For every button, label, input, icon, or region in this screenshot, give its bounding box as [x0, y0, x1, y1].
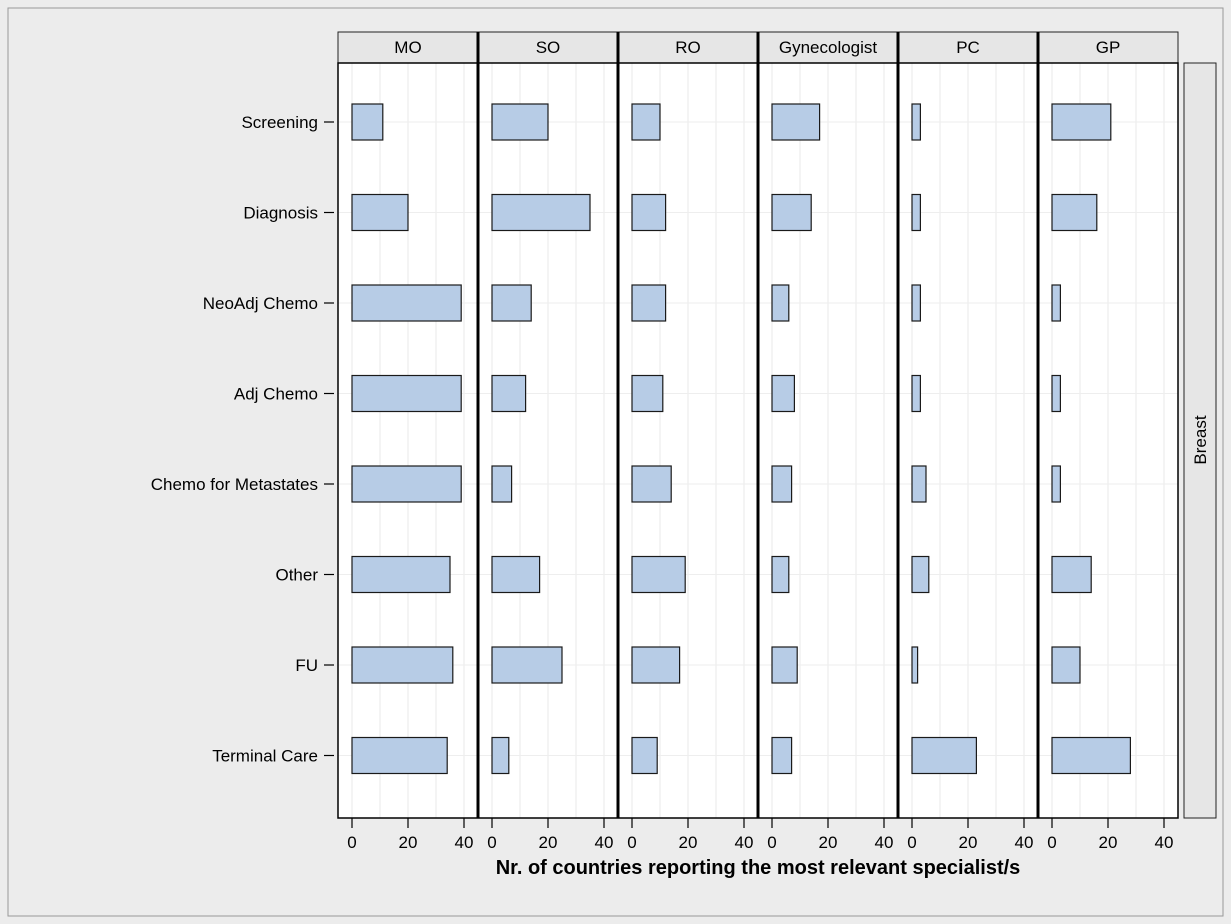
- bar-pc-5: [911, 465, 927, 503]
- y-tick-label: NeoAdj Chemo: [203, 294, 318, 313]
- bar-mo-6: [351, 555, 451, 594]
- bar-gp-7: [1051, 646, 1081, 684]
- bar-so-5: [491, 465, 513, 503]
- bar-pc-6: [911, 555, 930, 594]
- x-axis-label: Nr. of countries reporting the most rele…: [496, 857, 1021, 879]
- x-tick-label: 40: [1015, 833, 1034, 852]
- bar-so-4: [491, 374, 527, 413]
- y-tick-label: FU: [295, 656, 318, 675]
- x-tick-label: 40: [455, 833, 474, 852]
- bar-gp-6: [1051, 555, 1092, 594]
- bar-gynecologist-8: [771, 736, 793, 775]
- x-tick-label: 20: [959, 833, 978, 852]
- panel-header-gp: [1037, 31, 1179, 64]
- bar-gynecologist-3: [771, 284, 790, 322]
- bar-mo-2: [351, 193, 409, 232]
- bar-so-1: [491, 103, 549, 141]
- x-tick-label: 20: [679, 833, 698, 852]
- bar-gynecologist-4: [771, 374, 795, 413]
- x-tick-label: 0: [627, 833, 636, 852]
- x-tick-label: 0: [907, 833, 916, 852]
- panel-header-label-gp: GP: [1096, 38, 1121, 57]
- y-tick-label: Adj Chemo: [234, 385, 318, 404]
- bar-pc-4: [911, 374, 921, 413]
- bar-gynecologist-2: [771, 193, 812, 232]
- panel-header-label-so: SO: [536, 38, 561, 57]
- y-tick-label: Other: [275, 566, 318, 585]
- bar-gp-2: [1051, 193, 1098, 232]
- bar-mo-8: [351, 736, 448, 775]
- x-tick-label: 0: [1047, 833, 1056, 852]
- x-tick-label: 40: [595, 833, 614, 852]
- y-tick-label: Diagnosis: [243, 204, 318, 223]
- bar-mo-4: [351, 374, 462, 413]
- bar-pc-8: [911, 736, 978, 775]
- y-tick-label: Chemo for Metastates: [151, 475, 318, 494]
- bar-mo-5: [351, 465, 462, 503]
- panel-header-label-gynecologist: Gynecologist: [779, 38, 878, 57]
- bar-so-3: [491, 284, 532, 322]
- x-tick-label: 20: [539, 833, 558, 852]
- bar-ro-3: [631, 284, 667, 322]
- bar-ro-2: [631, 193, 667, 232]
- bar-ro-1: [631, 103, 661, 141]
- x-tick-label: 40: [735, 833, 754, 852]
- bar-gp-3: [1051, 284, 1061, 322]
- bar-gp-5: [1051, 465, 1061, 503]
- bar-gp-1: [1051, 103, 1112, 141]
- bar-gp-8: [1051, 736, 1132, 775]
- bar-pc-1: [911, 103, 921, 141]
- bar-ro-4: [631, 374, 664, 413]
- bar-so-7: [491, 646, 563, 684]
- bar-gynecologist-1: [771, 103, 821, 141]
- y-tick-label: Screening: [241, 113, 318, 132]
- row-strip: [1183, 62, 1217, 819]
- bar-gynecologist-7: [771, 646, 798, 684]
- bar-so-6: [491, 555, 541, 594]
- bar-mo-3: [351, 284, 462, 322]
- bar-so-2: [491, 193, 591, 232]
- row-strip-label: Breast: [1191, 415, 1210, 464]
- x-tick-label: 0: [487, 833, 496, 852]
- x-tick-label: 40: [1155, 833, 1174, 852]
- bar-gp-4: [1051, 374, 1061, 413]
- bar-mo-1: [351, 103, 384, 141]
- x-tick-label: 40: [875, 833, 894, 852]
- bar-mo-7: [351, 646, 454, 684]
- bar-ro-7: [631, 646, 681, 684]
- x-tick-label: 20: [819, 833, 838, 852]
- bar-gynecologist-5: [771, 465, 793, 503]
- x-tick-label: 0: [767, 833, 776, 852]
- bar-ro-8: [631, 736, 658, 775]
- x-tick-label: 20: [1099, 833, 1118, 852]
- bar-ro-6: [631, 555, 686, 594]
- bar-pc-7: [911, 646, 919, 684]
- panel-header-label-mo: MO: [394, 38, 421, 57]
- panel-header-label-pc: PC: [956, 38, 980, 57]
- y-tick-label: Terminal Care: [212, 747, 318, 766]
- bar-pc-3: [911, 284, 921, 322]
- panel-header-mo: [337, 31, 479, 64]
- bar-so-8: [491, 736, 510, 775]
- bar-gynecologist-6: [771, 555, 790, 594]
- bar-ro-5: [631, 465, 672, 503]
- bar-pc-2: [911, 193, 921, 232]
- panel-header-label-ro: RO: [675, 38, 701, 57]
- x-tick-label: 20: [399, 833, 418, 852]
- x-tick-label: 0: [347, 833, 356, 852]
